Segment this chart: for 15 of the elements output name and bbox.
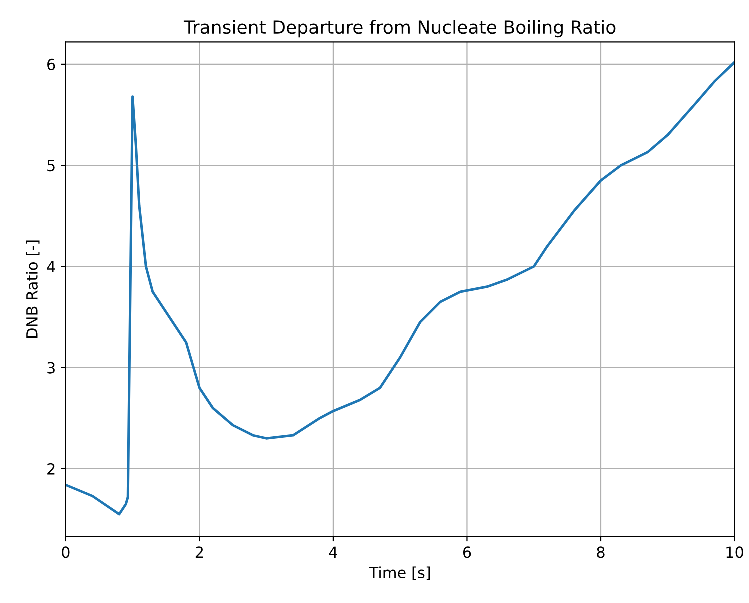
y-tick-label: 3 (48, 362, 55, 374)
y-tick-label: 4 (47, 261, 56, 272)
y-tick-label: 2 (48, 463, 55, 475)
y-tick-label: 6 (48, 58, 56, 70)
x-tick-label: 2 (196, 546, 204, 558)
x-axis-title: Time [s] (369, 566, 430, 580)
x-tick-label: 0 (62, 546, 70, 558)
y-axis-title: DNB Ratio [-] (26, 240, 40, 338)
x-tick-label: 4 (329, 546, 338, 558)
x-tick-label: 10 (726, 546, 744, 558)
chart-title: Transient Departure from Nucleate Boiling Ratio (184, 20, 616, 38)
y-tick-label: 5 (48, 160, 55, 172)
x-tick-label: 6 (463, 546, 472, 558)
x-tick-label: 8 (597, 546, 605, 558)
line-series (66, 61, 735, 516)
